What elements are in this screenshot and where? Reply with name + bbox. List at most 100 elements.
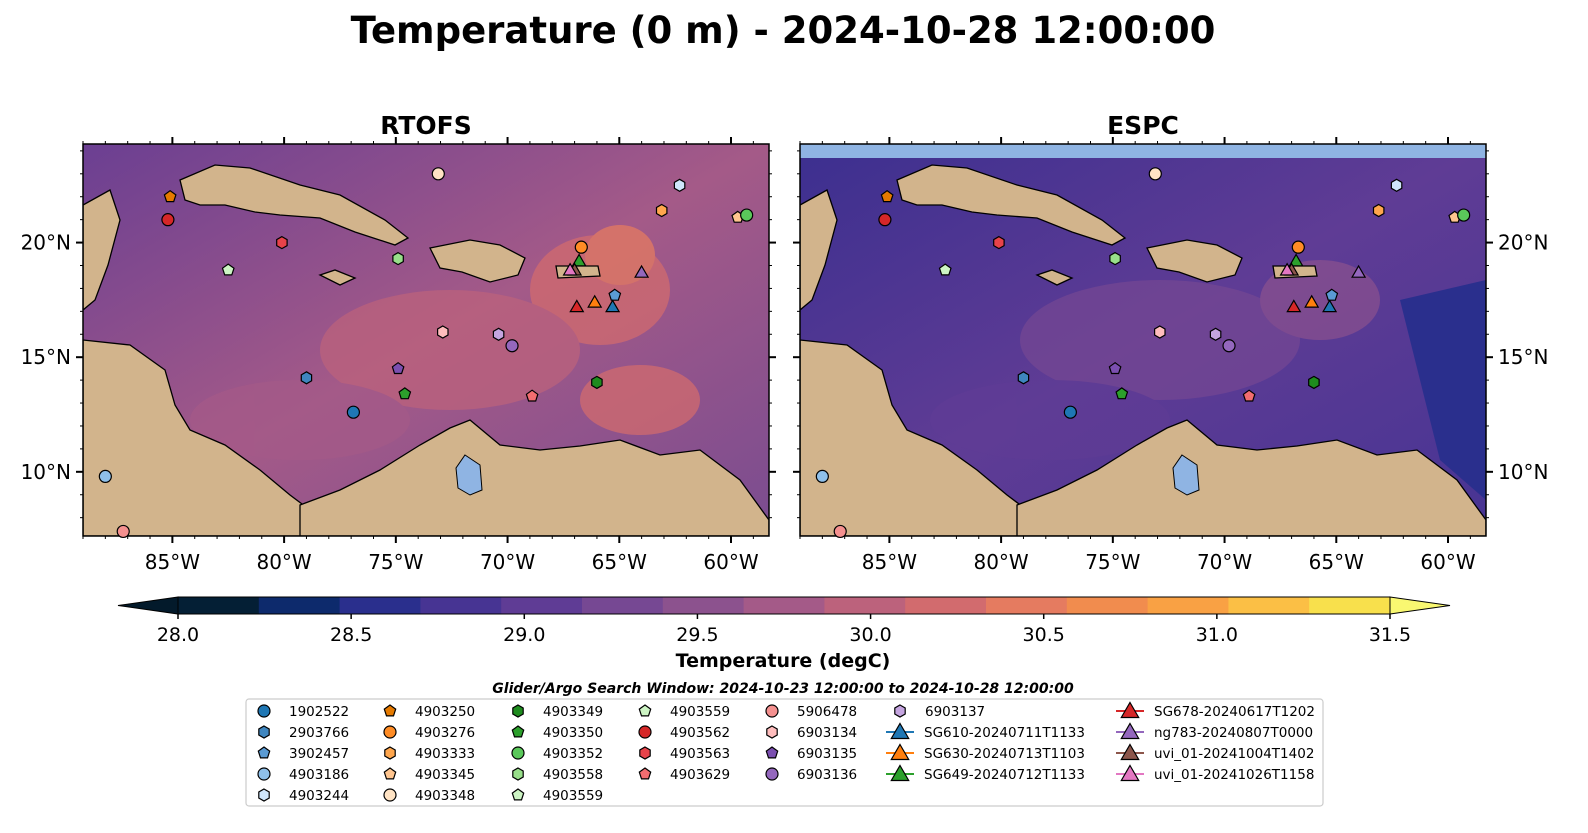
colorbar-tick-label: 28.5 xyxy=(330,624,372,646)
legend-label: 4903562 xyxy=(670,725,730,741)
marker-6903135 xyxy=(1108,361,1122,375)
colorbar-over-extend xyxy=(1389,596,1451,615)
colorbar-segment xyxy=(420,597,502,614)
marker-4903558 xyxy=(1109,251,1121,266)
markers-rtofs xyxy=(98,167,754,539)
legend-marker xyxy=(383,788,397,802)
legend-label: 5906478 xyxy=(797,704,857,720)
legend-label: SG630-20240713T1103 xyxy=(924,746,1085,762)
legend-label: 6903136 xyxy=(797,767,857,783)
legend-marker xyxy=(765,704,779,718)
warm-anomalies-espc xyxy=(930,260,1380,460)
colorbar-frame xyxy=(177,596,1391,615)
colorbar-tick-label: 30.0 xyxy=(849,624,891,646)
legend-label: 4903348 xyxy=(415,788,475,804)
marker-4903348 xyxy=(431,167,445,181)
marker-4903352 xyxy=(1457,208,1471,222)
legend-marker xyxy=(766,725,778,739)
markers-espc xyxy=(815,167,1471,539)
legend-box xyxy=(245,698,1324,807)
axes-rtofs: 85°W 80°W 75°W 70°W 65°W 60°W 10°N 15°N 20°N xyxy=(21,137,776,574)
colorbar-tick-label: 29.5 xyxy=(676,624,718,646)
panel-title-rtofs: RTOFS xyxy=(380,111,472,140)
legend-marker xyxy=(257,767,271,781)
marker-4903333 xyxy=(655,203,668,218)
legend-label: 4903558 xyxy=(543,767,603,783)
figure-title: Temperature (0 m) - 2024-10-28 12:00:00 xyxy=(351,9,1216,52)
legend-marker xyxy=(258,788,270,802)
lon-tick-label: 70°W xyxy=(1197,550,1252,574)
marker-4903276 xyxy=(574,240,588,254)
marker-2903766 xyxy=(1017,371,1030,385)
lon-tick-label: 80°W xyxy=(256,550,311,574)
colorbar: 28.0 28.5 29.0 29.5 30.0 30.5 31.0 31.5 xyxy=(117,596,1451,646)
panel-title-espc: ESPC xyxy=(1107,111,1179,140)
marker-ng783-20240807T0000 xyxy=(1351,264,1367,278)
colorbar-segment xyxy=(1066,597,1149,614)
map-frame-espc xyxy=(799,143,1487,537)
legend-label: uvi_01-20241004T1402 xyxy=(1154,746,1314,762)
legend-label: 4903345 xyxy=(415,767,475,783)
legend-marker xyxy=(638,767,652,780)
legend-label: 6903134 xyxy=(797,725,857,741)
colorbar-under-extend xyxy=(117,596,179,615)
legend-label: 4903352 xyxy=(543,746,603,762)
colorbar-segment xyxy=(662,597,745,614)
legend-marker xyxy=(511,746,525,760)
marker-3902457 xyxy=(1325,288,1339,301)
legend-marker xyxy=(890,743,910,761)
legend-label: 4903629 xyxy=(670,767,730,783)
legend: 1902522 2903766 3902457 4903186 4903244 49032… xyxy=(257,701,1315,804)
marker-SG610-20240711T1133 xyxy=(605,299,621,313)
legend-marker xyxy=(894,704,906,718)
legend-label: 4903276 xyxy=(415,725,475,741)
legend-label: 4903349 xyxy=(543,704,603,720)
colorbar-segment xyxy=(824,597,906,614)
legend-marker xyxy=(383,725,397,739)
marker-6903136 xyxy=(1222,339,1236,353)
lat-tick-label: 15°N xyxy=(21,345,71,369)
lat-tick-label: 10°N xyxy=(21,460,71,484)
colorbar-segment xyxy=(1309,597,1391,614)
lon-tick-label: 70°W xyxy=(480,550,535,574)
legend-label: uvi_01-20241026T1158 xyxy=(1154,767,1314,783)
colorbar-tick-label: 30.5 xyxy=(1023,624,1065,646)
marker-4903350 xyxy=(398,387,412,400)
marker-4903352 xyxy=(740,208,754,222)
lon-tick-label: 60°W xyxy=(1420,550,1475,574)
marker-5906478 xyxy=(116,524,130,539)
legend-label: 3902457 xyxy=(289,746,349,762)
colorbar-tick-label: 31.5 xyxy=(1369,624,1411,646)
marker-4903562 xyxy=(161,213,175,227)
legend-marker xyxy=(512,767,524,781)
legend-marker xyxy=(512,704,524,718)
axes-espc: 85°W 80°W 75°W 70°W 65°W 60°W 10°N 15°N 20°N xyxy=(793,137,1548,574)
legend-label: 1902522 xyxy=(289,704,349,720)
colorbar-tick-label: 29.0 xyxy=(503,624,545,646)
legend-marker xyxy=(890,722,910,740)
lat-tick-label: 20°N xyxy=(1498,231,1548,255)
legend-marker xyxy=(638,725,652,739)
legend-marker xyxy=(383,704,397,717)
marker-SG649-20240712T1133 xyxy=(1288,253,1304,267)
marker-SG610-20240711T1133 xyxy=(1322,299,1338,313)
marker-2903766 xyxy=(300,371,313,385)
legend-marker xyxy=(1120,722,1140,740)
marker-4903559 xyxy=(221,263,235,276)
colorbar-segment xyxy=(258,597,341,614)
legend-marker xyxy=(384,746,396,760)
legend-marker xyxy=(1120,764,1140,782)
legend-title: Glider/Argo Search Window: 2024-10-23 12… xyxy=(492,681,1074,697)
marker-4903348 xyxy=(1148,167,1162,181)
colorbar-segment xyxy=(1228,597,1310,614)
marker-4903349 xyxy=(1308,375,1320,390)
lat-tick-label: 15°N xyxy=(1498,345,1548,369)
marker-4903562 xyxy=(878,213,892,227)
colorbar-segment xyxy=(743,597,825,614)
lon-tick-label: 60°W xyxy=(703,550,758,574)
marker-4903250 xyxy=(880,189,894,203)
legend-marker xyxy=(258,725,270,739)
lat-tick-label: 20°N xyxy=(21,231,71,255)
